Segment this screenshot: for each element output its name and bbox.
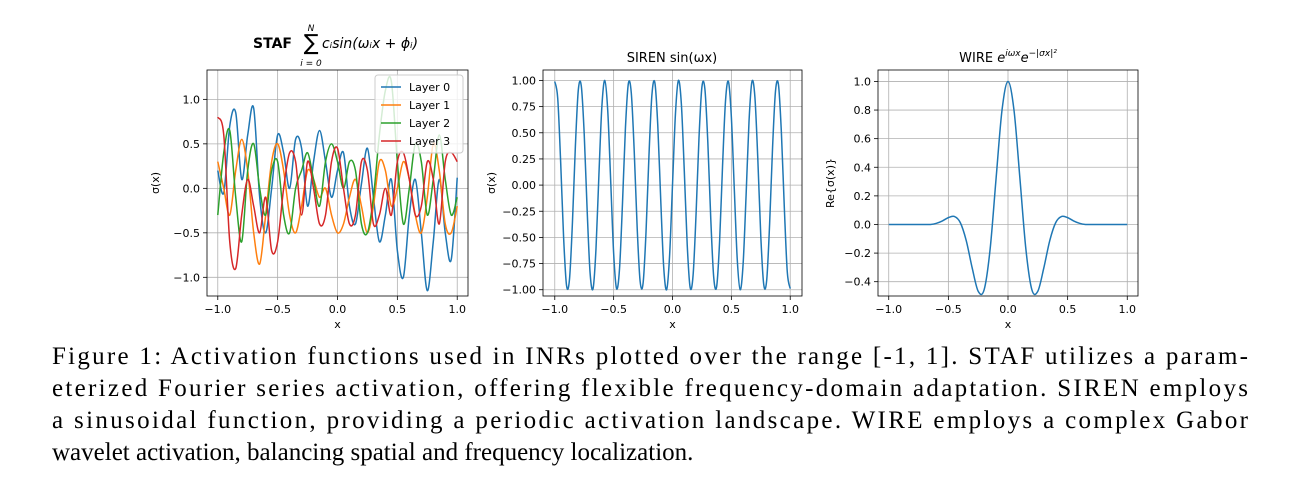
y-tick-label: −0.25 xyxy=(502,205,536,218)
y-tick-label: 0.00 xyxy=(512,179,537,192)
line xyxy=(217,116,458,271)
y-tick-label: 1.0 xyxy=(183,93,201,106)
title-base: e xyxy=(1021,51,1029,66)
y-tick-label: −0.4 xyxy=(844,276,871,289)
x-axis-label: x xyxy=(1005,318,1012,331)
x-tick-label: 1.0 xyxy=(781,303,799,316)
x-tick-label: −0.5 xyxy=(935,303,962,316)
chart: −1.0 −0.5 0.0 0.5 1.0 −0.4 −0.2 0.0 0.2 0.4 0.6 0.8… xyxy=(824,69,1139,331)
x-tick-label: 1.0 xyxy=(448,303,466,316)
y-tick-label: −1.00 xyxy=(502,284,536,297)
y-tick-label: 0.0 xyxy=(183,182,201,195)
chart-title: STAF xyxy=(253,36,292,52)
x-tick-label: 0.0 xyxy=(329,303,347,316)
title-exponent: iωx xyxy=(1005,49,1021,59)
x-tick-label: 0.5 xyxy=(389,303,407,316)
chart-title: WIRE xyxy=(959,51,993,66)
y-tick-label: −0.50 xyxy=(502,231,536,244)
x-tick-label: 1.0 xyxy=(1119,303,1137,316)
y-tick-label: −0.75 xyxy=(502,258,536,271)
title-upper: N xyxy=(308,24,315,34)
x-tick-label: 0.5 xyxy=(1059,303,1077,316)
legend-box xyxy=(374,74,464,154)
y-tick-label: 0.0 xyxy=(854,218,872,231)
legend-label: Layer 3 xyxy=(409,135,450,148)
axes-frame xyxy=(877,69,1139,297)
line xyxy=(217,105,458,292)
axes-frame xyxy=(542,69,803,297)
y-tick-label: −1.0 xyxy=(173,271,200,284)
line xyxy=(554,79,791,291)
x-tick-label: −0.5 xyxy=(600,303,627,316)
caption-line: eterized Fourier series activation, offe… xyxy=(52,375,1248,402)
x-tick-label: −1.0 xyxy=(541,303,568,316)
x-tick-label: 0.0 xyxy=(999,303,1017,316)
y-axis-label: σ(x) xyxy=(485,172,498,194)
title-lower: i = 0 xyxy=(300,59,322,69)
x-tick-label: 0.5 xyxy=(723,303,741,316)
x-tick-label: −1.0 xyxy=(204,303,231,316)
line xyxy=(217,138,458,265)
y-tick-label: 1.00 xyxy=(512,74,537,87)
title-exponent: −|σx|² xyxy=(1029,49,1058,59)
staf-title: STAF ∑ N i = 0 cᵢsin(ωᵢx + ϕᵢ) xyxy=(253,24,418,69)
title-base: e xyxy=(997,51,1005,66)
y-tick-label: 0.50 xyxy=(512,127,537,140)
y-tick-label: 0.25 xyxy=(512,153,537,166)
x-tick-label: 0.0 xyxy=(664,303,682,316)
legend-label: Layer 0 xyxy=(409,81,450,94)
y-tick-label: −0.5 xyxy=(173,227,200,240)
title-operator: ∑ xyxy=(304,31,319,56)
legend-label: Layer 2 xyxy=(409,117,450,130)
x-axis-label: x xyxy=(334,318,341,331)
line xyxy=(888,80,1128,296)
y-tick-label: 0.2 xyxy=(854,190,872,203)
caption: Figure 1: Activation functions used in I… xyxy=(52,343,1249,466)
y-axis-label: Re{σ(x)} xyxy=(824,158,837,208)
chart: −1.0 −0.5 0.0 0.5 1.0 −1.00 −0.75 −0.50 −0.25 0.0… xyxy=(485,69,803,331)
y-tick-label: 0.75 xyxy=(512,101,537,114)
x-tick-label: −0.5 xyxy=(264,303,291,316)
y-axis-label: σ(x) xyxy=(149,172,162,194)
y-tick-label: 0.6 xyxy=(854,133,872,146)
y-tick-label: 0.8 xyxy=(854,104,872,117)
y-tick-label: −0.2 xyxy=(844,247,871,260)
legend-label: Layer 1 xyxy=(409,99,450,112)
caption-line: wavelet activation, balancing spatial an… xyxy=(52,439,693,466)
x-tick-label: −1.0 xyxy=(875,303,902,316)
y-tick-label: 1.0 xyxy=(854,75,872,88)
wire-title: WIRE eiωxe−|σx|² xyxy=(959,49,1057,66)
y-tick-label: 0.5 xyxy=(183,138,201,151)
title-body: cᵢsin(ωᵢx + ϕᵢ) xyxy=(322,36,418,52)
chart: −1.0 −0.5 0.0 0.5 1.0 −1.0 −0.5 0.0 0.5 1.0 x σ(x) L… xyxy=(149,69,469,331)
y-tick-label: 0.4 xyxy=(854,161,872,174)
caption-line: Figure 1: Activation functions used in I… xyxy=(52,343,1248,370)
legend: Layer 0 Layer 1 Layer 2 Layer 3 xyxy=(374,74,464,154)
chart-title: SIREN sin(ωx) xyxy=(627,51,718,66)
x-axis-label: x xyxy=(669,318,676,331)
caption-line: a sinusoidal function, providing a perio… xyxy=(52,407,1249,434)
axes-frame xyxy=(206,69,469,297)
